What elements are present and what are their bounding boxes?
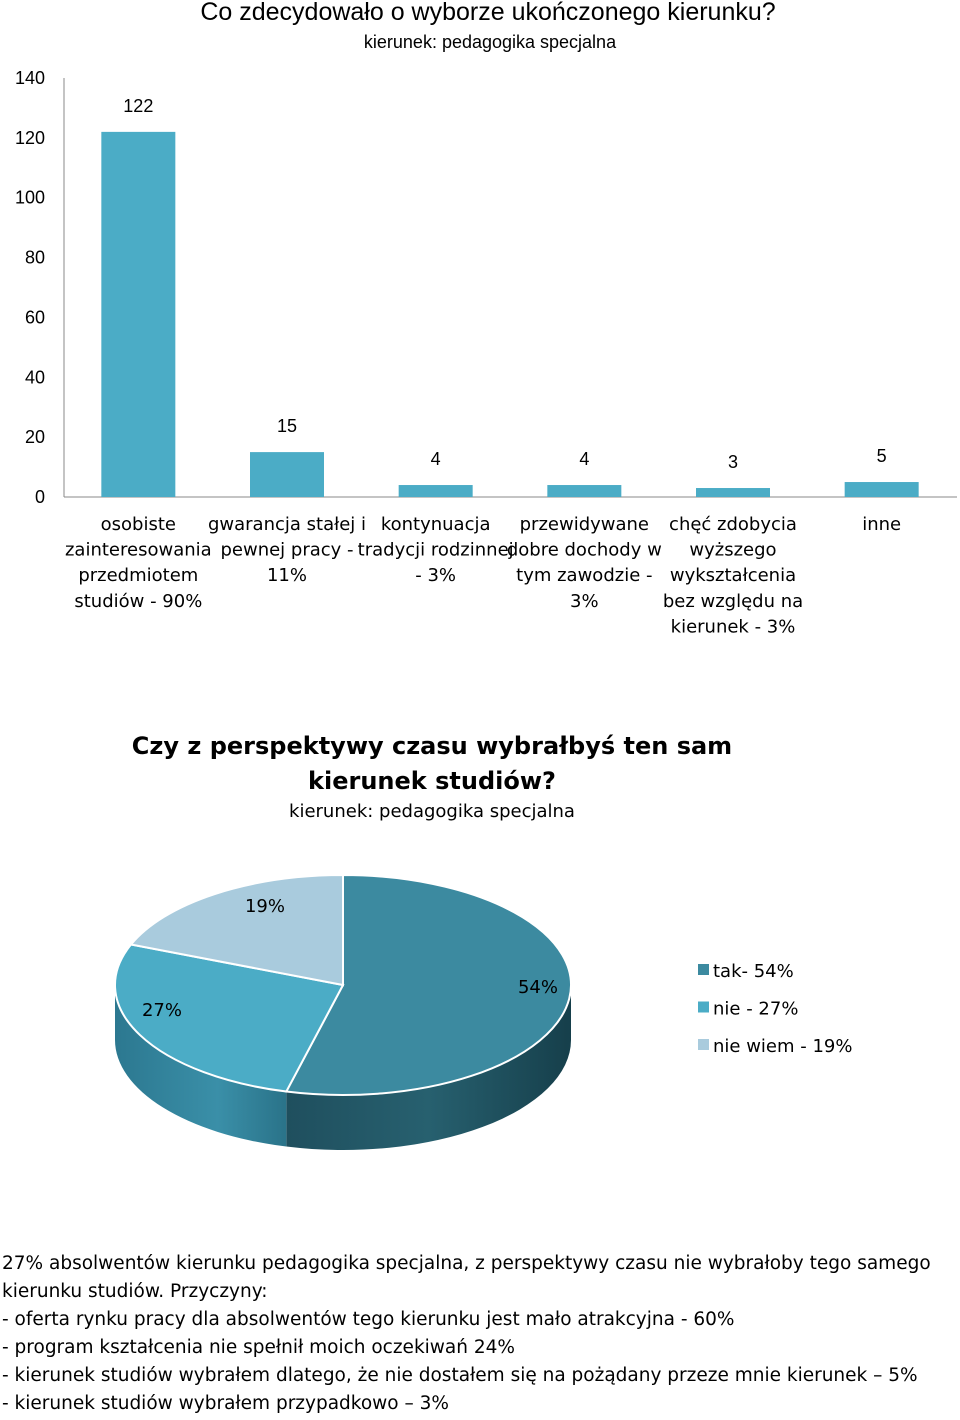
bar-value-label: 15 [277, 416, 297, 436]
y-tick-label: 100 [15, 188, 45, 208]
y-tick-label: 20 [25, 427, 45, 447]
category-label-line: studiów - 90% [74, 591, 202, 612]
category-label: przewidywane dobre dochody w tym zawodzie … [507, 514, 662, 612]
category-label: chęć zdobycia wyższego wykształcenia bez wz… [663, 514, 803, 637]
survey-notes: 27% absolwentów kierunku pedagogika spec… [2, 1250, 952, 1418]
bar-value-label: 4 [431, 449, 441, 469]
y-tick-label: 80 [25, 248, 45, 268]
notes-reason-2: - program kształcenia nie spełnił moich … [2, 1337, 515, 1358]
pie-slice-1 [114, 943, 345, 1093]
legend-swatch [698, 1001, 709, 1013]
category-label-line: tradycji rodzinnej [358, 540, 514, 561]
category-label-line: - 3% [415, 565, 456, 586]
category-label-line: wykształcenia [670, 565, 796, 586]
legend-label: tak- 54% [713, 961, 794, 982]
category-label: inne [862, 514, 901, 535]
category-label-line: dobre dochody w [507, 540, 662, 561]
bar-4 [696, 488, 770, 497]
category-label-line: chęć zdobycia [669, 514, 797, 535]
y-tick-label: 40 [25, 367, 45, 387]
notes-reason-4: - kierunek studiów wybrałem przypadkowo … [2, 1393, 449, 1414]
y-tick-label: 120 [15, 128, 45, 148]
category-label-line: przedmiotem [78, 565, 198, 586]
bar-1 [250, 452, 324, 497]
category-label-line: zainteresowania [65, 540, 212, 561]
legend-label: nie wiem - 19% [713, 1036, 852, 1057]
y-tick-label: 60 [25, 307, 45, 327]
pie-side-1 [115, 985, 287, 1147]
pie-slice-2 [129, 873, 344, 987]
bar-value-label: 4 [579, 449, 589, 469]
category-label-line: bez względu na [663, 591, 803, 612]
category-label: kontynuacja tradycji rodzinnej - 3% [358, 514, 514, 586]
pie-chart-title-line-1: Czy z perspektywy czasu wybrałbyś ten sa… [132, 732, 732, 760]
notes-reason-3: - kierunek studiów wybrałem dlatego, że … [2, 1365, 918, 1386]
pie-side-0 [286, 985, 571, 1150]
legend-swatch [698, 964, 709, 975]
y-tick-label: 0 [35, 487, 45, 507]
legend-label: nie - 27% [713, 999, 798, 1020]
pie-value-label: 19% [245, 896, 285, 917]
bar-chart: Co zdecydowało o wyborze ukończonego kie… [15, 0, 957, 637]
category-label-line: kierunek - 3% [671, 616, 796, 637]
bar-value-label: 5 [877, 446, 887, 466]
category-label-line: pewnej pracy - [220, 540, 353, 561]
pie-chart-title-line-2: kierunek studiów? [308, 767, 556, 795]
category-label-line: przewidywane [520, 514, 649, 535]
pie-chart-subtitle: kierunek: pedagogika specjalna [289, 801, 575, 822]
category-label: gwarancja stałej i pewnej pracy - 11% [208, 514, 366, 586]
bar-2 [398, 485, 473, 497]
category-label: osobiste zainteresowania przedmiotem studió… [65, 514, 212, 612]
bar-chart-title: Co zdecydowało o wyborze ukończonego kie… [200, 0, 775, 26]
category-label-line: gwarancja stałej i [208, 514, 366, 535]
category-label-line: kontynuacja [381, 514, 491, 535]
category-label-line: wyższego [689, 540, 776, 561]
notes-reason-1: - oferta rynku pracy dla absolwentów teg… [2, 1309, 735, 1330]
bar-3 [547, 485, 622, 497]
category-label-line: 3% [570, 591, 599, 612]
bar-0 [101, 131, 176, 497]
category-label-line: 11% [267, 565, 307, 586]
legend-swatch [698, 1039, 709, 1050]
category-label-line: inne [862, 514, 901, 535]
bar-value-label: 122 [123, 96, 153, 116]
pie-value-label: 54% [518, 977, 558, 998]
bar-5 [844, 482, 919, 497]
bar-value-label: 3 [728, 452, 738, 472]
notes-intro: 27% absolwentów kierunku pedagogika spec… [2, 1253, 931, 1302]
category-label-line: tym zawodzie - [516, 565, 652, 586]
pie-chart: Czy z perspektywy czasu wybrałbyś ten sa… [114, 732, 852, 1150]
pie-slice-0 [284, 873, 573, 1096]
y-tick-label: 140 [15, 68, 45, 88]
pie-value-label: 27% [142, 1000, 182, 1021]
category-label-line: osobiste [101, 514, 176, 535]
bar-chart-subtitle: kierunek: pedagogika specjalna [364, 32, 617, 52]
